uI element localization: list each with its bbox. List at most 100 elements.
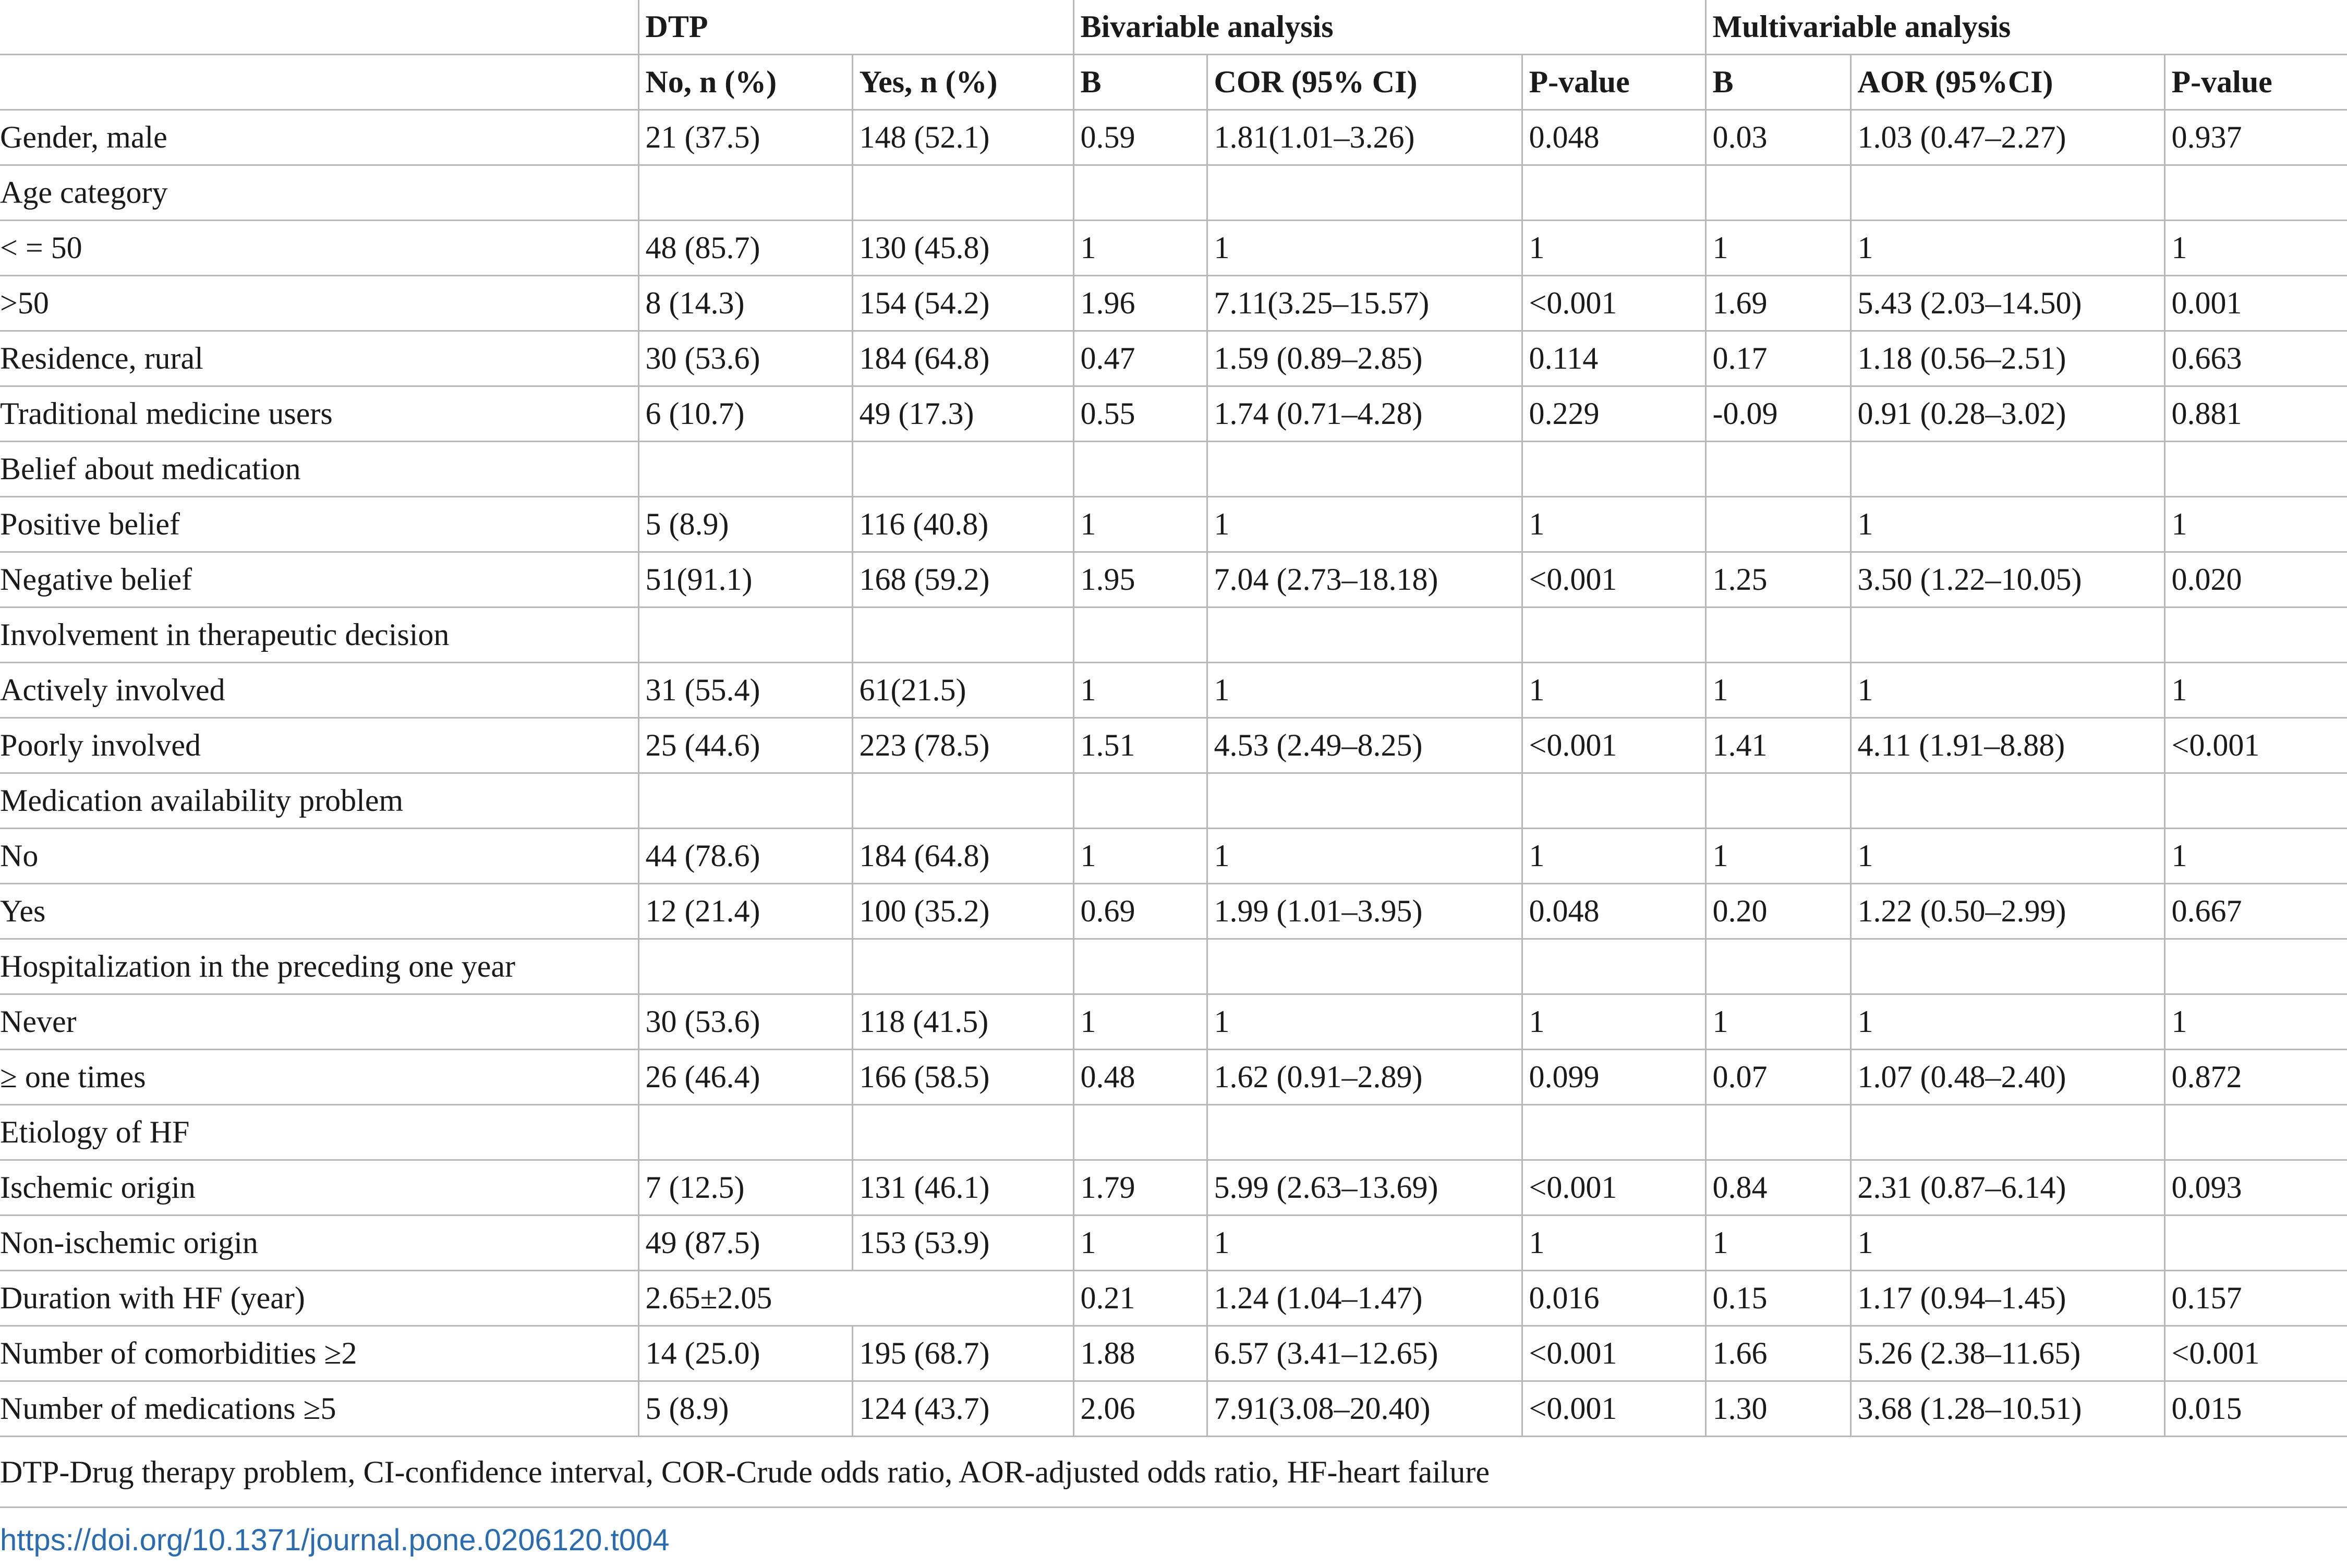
table-cell [1073, 441, 1208, 497]
table-row: < = 50 48 (85.7) 130 (45.8) 1 1 1 1 1 1 [0, 220, 2347, 276]
table-cell: 148 (52.1) [852, 109, 1074, 165]
table-row: Negative belief 51(91.1) 168 (59.2) 1.95 7.0… [0, 551, 2347, 607]
row-label: Gender, male [0, 109, 639, 165]
table-cell: 0.03 [1705, 109, 1852, 165]
table-cell: 0.048 [1522, 109, 1707, 165]
table-cell: 7.91(3.08–20.40) [1207, 1380, 1523, 1437]
row-label: Number of medications ≥5 [0, 1380, 639, 1437]
table-cell [1207, 772, 1523, 829]
table-cell [1850, 606, 2165, 663]
table-cell: 1 [1073, 1214, 1208, 1271]
table-cell [1705, 772, 1852, 829]
row-label: >50 [0, 275, 639, 331]
table-cell: 2.06 [1073, 1380, 1208, 1437]
row-label: Medication availability problem [0, 772, 639, 829]
table-cell: 14 (25.0) [638, 1325, 853, 1381]
table-cell: 1.18 (0.56–2.51) [1850, 330, 2165, 386]
table-cell: 1.74 (0.71–4.28) [1207, 385, 1523, 442]
table-cell: 1 [1207, 828, 1523, 884]
table-cell: 0.048 [1522, 883, 1707, 939]
table-cell: 1 [2164, 662, 2347, 718]
table-cell: 1 [1522, 828, 1707, 884]
table-cell: 0.093 [2164, 1159, 2347, 1215]
table-row: Duration with HF (year) 2.65±2.05 0.21 1.24… [0, 1270, 2347, 1326]
table-cell: 1 [1705, 662, 1852, 718]
table-cell [2164, 1104, 2347, 1160]
table-cell [1850, 164, 2165, 221]
row-label: Poorly involved [0, 717, 639, 773]
table-cell: 5.43 (2.03–14.50) [1850, 275, 2165, 331]
row-label: Traditional medicine users [0, 385, 639, 442]
table-cell [1705, 938, 1852, 994]
row-label: Residence, rural [0, 330, 639, 386]
doi-link[interactable]: https://doi.org/10.1371/journal.pone.020… [0, 1523, 670, 1557]
table-cell: 31 (55.4) [638, 662, 853, 718]
table-cell: 1 [1522, 496, 1707, 552]
table-cell: 0.937 [2164, 109, 2347, 165]
table-cell [852, 1104, 1074, 1160]
subheader-cell: Yes, n (%) [852, 54, 1074, 110]
subheader-cell: No, n (%) [638, 54, 853, 110]
table-cell: 30 (53.6) [638, 993, 853, 1050]
table-cell: <0.001 [1522, 551, 1707, 607]
table-cell: 1.41 [1705, 717, 1852, 773]
table-cell: 3.50 (1.22–10.05) [1850, 551, 2165, 607]
table-cell: 1 [2164, 828, 2347, 884]
table-cell: 4.11 (1.91–8.88) [1850, 717, 2165, 773]
table-row: >50 8 (14.3) 154 (54.2) 1.96 7.11(3.25–15.57… [0, 275, 2347, 331]
table-cell [1207, 606, 1523, 663]
table-cell [852, 772, 1074, 829]
table-cell [638, 772, 853, 829]
table-cell: 1.62 (0.91–2.89) [1207, 1049, 1523, 1105]
table-cell: 1.69 [1705, 275, 1852, 331]
table-header: DTP Bivariable analysis Multivariable an… [0, 0, 2347, 110]
table-row: Age category [0, 164, 2347, 221]
table-cell: 0.015 [2164, 1380, 2347, 1437]
table-row: ≥ one times 26 (46.4) 166 (58.5) 0.48 1.62 (… [0, 1049, 2347, 1105]
table-cell: 1.59 (0.89–2.85) [1207, 330, 1523, 386]
table-cell: 100 (35.2) [852, 883, 1074, 939]
table-cell: 1 [1705, 828, 1852, 884]
table-cell: 21 (37.5) [638, 109, 853, 165]
table-cell [1705, 1104, 1852, 1160]
table-cell: 0.21 [1073, 1270, 1208, 1326]
table-cell: 44 (78.6) [638, 828, 853, 884]
subheader-cell: B [1705, 54, 1852, 110]
table-cell: 0.17 [1705, 330, 1852, 386]
subheader-cell: COR (95% CI) [1207, 54, 1523, 110]
table-row: Number of medications ≥5 5 (8.9) 124 (43.7… [0, 1380, 2347, 1437]
table-cell: 5 (8.9) [638, 496, 853, 552]
table-cell: 1 [1207, 662, 1523, 718]
table-cell: 1 [1522, 1214, 1707, 1271]
table-cell: -0.09 [1705, 385, 1852, 442]
table-cell: 25 (44.6) [638, 717, 853, 773]
table-row: Involvement in therapeutic decision [0, 606, 2347, 663]
table-cell: 7 (12.5) [638, 1159, 853, 1215]
table-cell: 1.03 (0.47–2.27) [1850, 109, 2165, 165]
table-cell: 0.15 [1705, 1270, 1852, 1326]
table-cell: 0.229 [1522, 385, 1707, 442]
table-cell: 116 (40.8) [852, 496, 1074, 552]
table-cell: 130 (45.8) [852, 220, 1074, 276]
row-label: Ischemic origin [0, 1159, 639, 1215]
table-cell: 1.95 [1073, 551, 1208, 607]
table-cell: 1 [1207, 993, 1523, 1050]
table-cell: 0.84 [1705, 1159, 1852, 1215]
table-cell: 2.31 (0.87–6.14) [1850, 1159, 2165, 1215]
table-row: Hospitalization in the preceding one yea… [0, 938, 2347, 994]
table-cell: 1 [1850, 662, 2165, 718]
subheader-cell: P-value [2164, 54, 2347, 110]
header-multivariable: Multivariable analysis [1712, 9, 2011, 44]
table-cell: 1 [2164, 220, 2347, 276]
table-cell: 1.66 [1705, 1325, 1852, 1381]
table-cell: 1.30 [1705, 1380, 1852, 1437]
table-cell: 1 [1705, 993, 1852, 1050]
table-cell: 5.99 (2.63–13.69) [1207, 1159, 1523, 1215]
table-cell [852, 606, 1074, 663]
table-cell: 131 (46.1) [852, 1159, 1074, 1215]
table-cell: 1.88 [1073, 1325, 1208, 1381]
table-cell [1850, 938, 2165, 994]
table-cell [1522, 606, 1707, 663]
table-row: Yes 12 (21.4) 100 (35.2) 0.69 1.99 (1.01–3.9… [0, 883, 2347, 939]
row-label: Etiology of HF [0, 1104, 639, 1160]
